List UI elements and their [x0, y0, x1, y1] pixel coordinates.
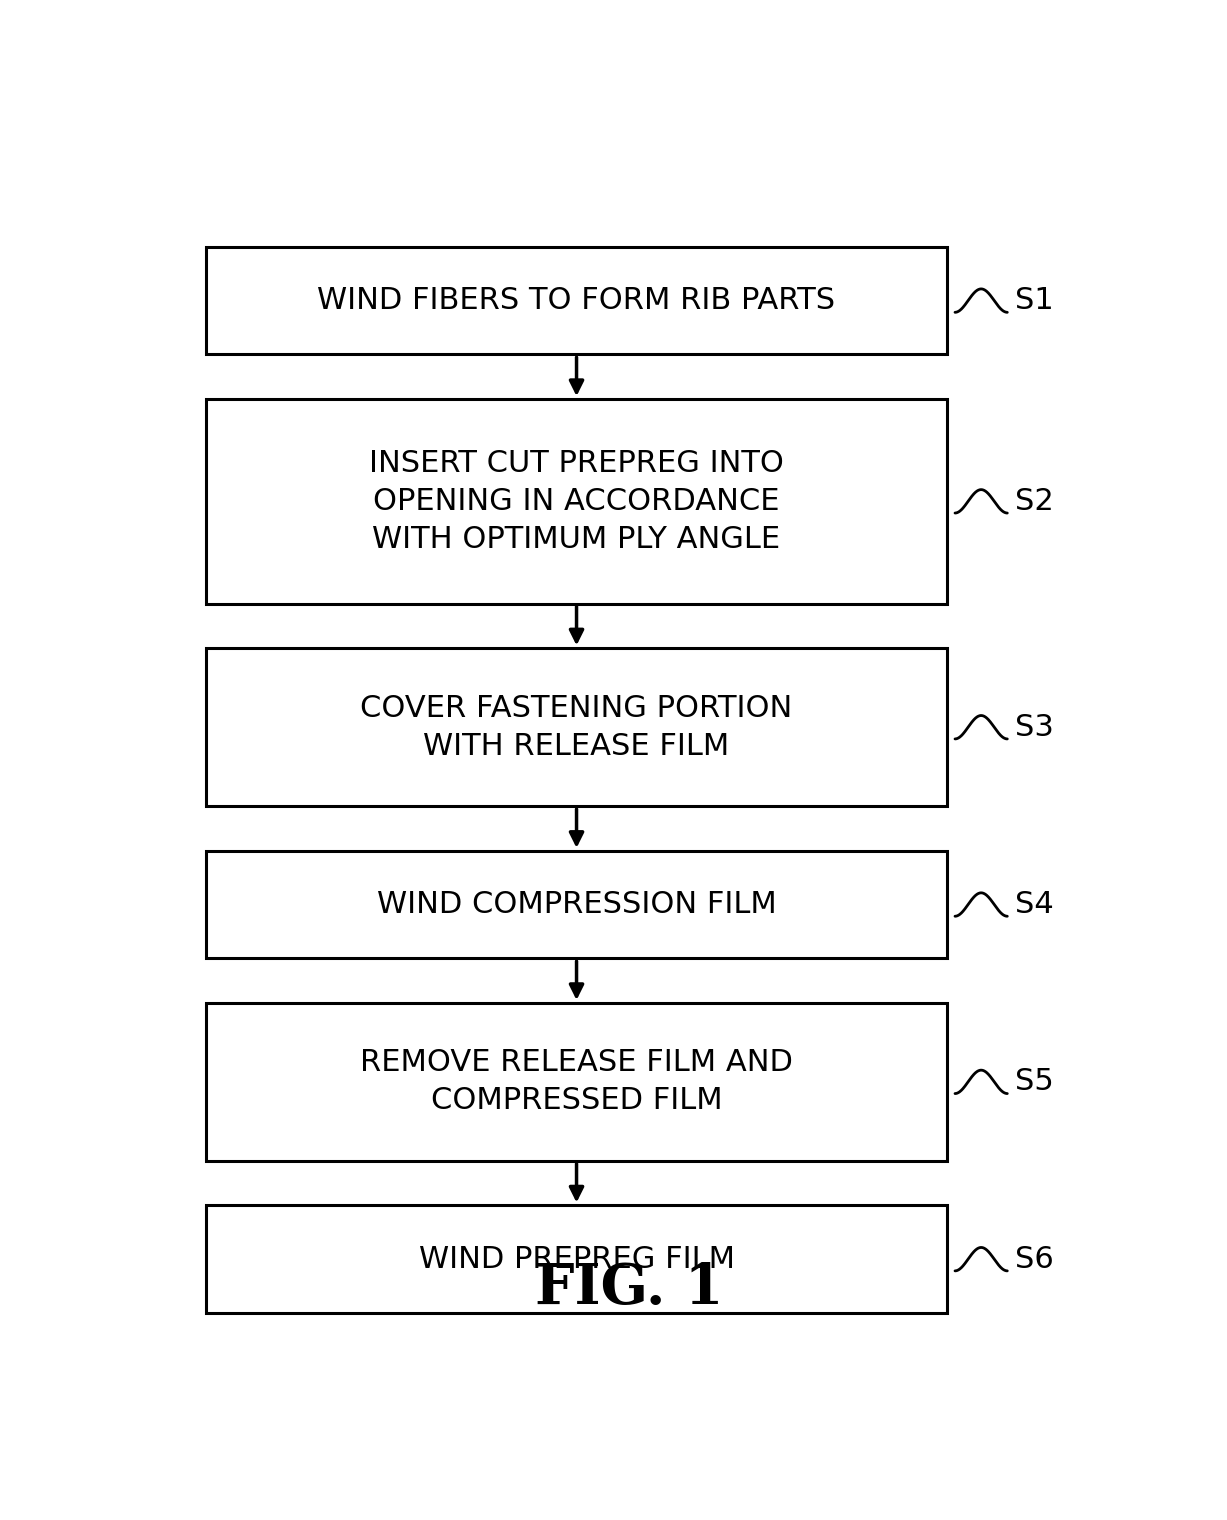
Text: S3: S3 — [1015, 713, 1054, 742]
Text: WIND FIBERS TO FORM RIB PARTS: WIND FIBERS TO FORM RIB PARTS — [318, 286, 836, 315]
Text: INSERT CUT PREPREG INTO
OPENING IN ACCORDANCE
WITH OPTIMUM PLY ANGLE: INSERT CUT PREPREG INTO OPENING IN ACCOR… — [369, 448, 784, 553]
FancyBboxPatch shape — [206, 246, 947, 354]
Text: S1: S1 — [1015, 286, 1054, 315]
FancyBboxPatch shape — [206, 648, 947, 806]
Text: WIND PREPREG FILM: WIND PREPREG FILM — [418, 1245, 735, 1274]
Text: REMOVE RELEASE FILM AND
COMPRESSED FILM: REMOVE RELEASE FILM AND COMPRESSED FILM — [360, 1049, 793, 1116]
FancyBboxPatch shape — [206, 1205, 947, 1313]
Text: COVER FASTENING PORTION
WITH RELEASE FILM: COVER FASTENING PORTION WITH RELEASE FIL… — [361, 693, 793, 762]
FancyBboxPatch shape — [206, 1003, 947, 1161]
Text: S5: S5 — [1015, 1067, 1054, 1096]
Text: S4: S4 — [1015, 891, 1054, 920]
Text: WIND COMPRESSION FILM: WIND COMPRESSION FILM — [377, 891, 777, 920]
Text: FIG. 1: FIG. 1 — [535, 1262, 723, 1316]
Text: S2: S2 — [1015, 486, 1054, 515]
FancyBboxPatch shape — [206, 398, 947, 603]
FancyBboxPatch shape — [206, 851, 947, 959]
Text: S6: S6 — [1015, 1245, 1054, 1274]
